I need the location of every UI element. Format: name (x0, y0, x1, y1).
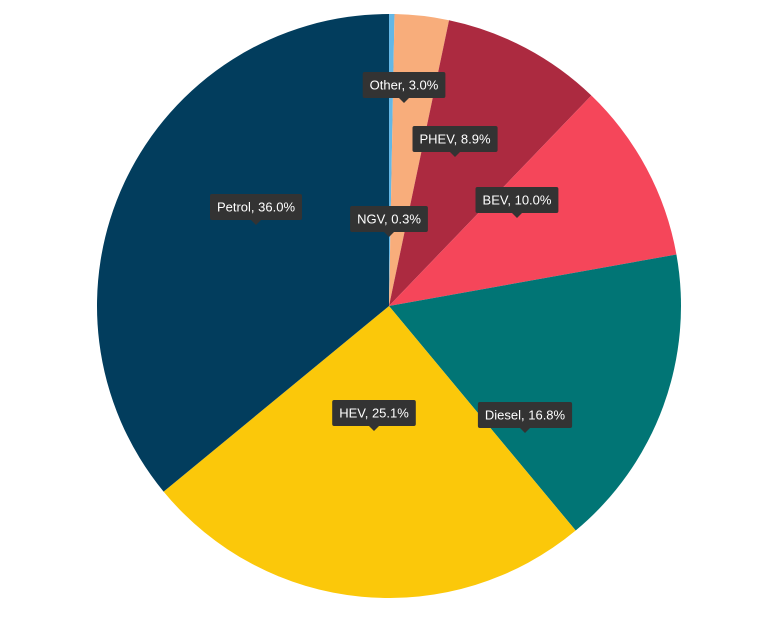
slice-label-phev: PHEV, 8.9% (412, 126, 498, 157)
slice-label-box (210, 194, 302, 220)
slice-label-ngv: NGV, 0.3% (350, 206, 428, 237)
pie-slice-petrol[interactable] (96, 14, 389, 492)
slice-label-text: Other, 3.0% (370, 78, 439, 93)
slice-label-text: PHEV, 8.9% (419, 132, 491, 147)
slice-label-pointer (520, 428, 530, 433)
slice-label-petrol: Petrol, 36.0% (210, 194, 302, 225)
slice-label-box (475, 187, 559, 213)
slice-label-text: NGV, 0.3% (357, 212, 421, 227)
slice-label-text: Petrol, 36.0% (217, 200, 295, 215)
slice-label-pointer (384, 232, 394, 237)
slice-label-pointer (251, 220, 261, 225)
slice-label-box (332, 400, 416, 426)
pie-slice-hev[interactable] (163, 306, 576, 598)
slice-label-pointer (369, 426, 379, 431)
slice-label-box (350, 206, 428, 232)
slice-label-pointer (450, 152, 460, 157)
slice-label-text: HEV, 25.1% (339, 406, 409, 421)
slice-label-text: BEV, 10.0% (483, 193, 552, 208)
slice-label-hev: HEV, 25.1% (332, 400, 416, 431)
slice-label-box (477, 402, 573, 428)
slice-labels: NGV, 0.3% Other, 3.0% PHEV, 8.9% BEV, 10.0%… (210, 72, 573, 433)
slice-label-text: Diesel, 16.8% (485, 408, 566, 423)
slice-label-box (412, 126, 498, 152)
slice-label-pointer (399, 98, 409, 103)
slice-label-pointer (512, 213, 522, 218)
slice-label-box (362, 72, 446, 98)
pie-slices (96, 13, 681, 598)
slice-label-other: Other, 3.0% (362, 72, 446, 103)
pie-slice-diesel[interactable] (389, 254, 681, 531)
slice-label-diesel: Diesel, 16.8% (477, 402, 573, 433)
slice-label-bev: BEV, 10.0% (475, 187, 559, 218)
